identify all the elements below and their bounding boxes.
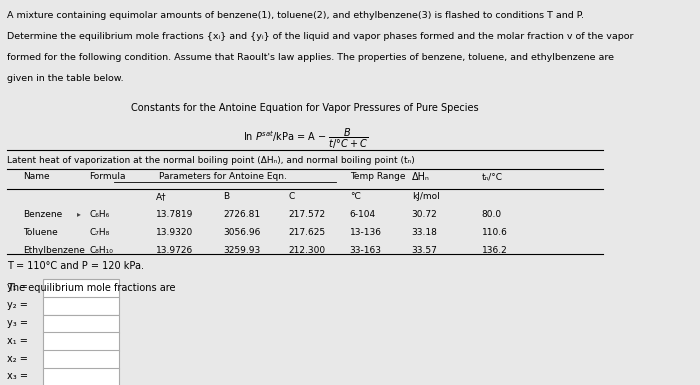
Text: 33.18: 33.18 (412, 228, 438, 237)
Text: x₂ =: x₂ = (8, 353, 28, 363)
Text: y₃ =: y₃ = (8, 318, 29, 328)
Text: 212.300: 212.300 (288, 246, 326, 255)
Text: 33-163: 33-163 (350, 246, 382, 255)
Text: y₂ =: y₂ = (8, 300, 28, 310)
Text: A mixture containing equimolar amounts of benzene(1), toluene(2), and ethylbenze: A mixture containing equimolar amounts o… (8, 11, 584, 20)
Text: Name: Name (22, 172, 49, 181)
FancyBboxPatch shape (43, 315, 119, 333)
Text: Formula: Formula (90, 172, 126, 181)
Text: x₁ =: x₁ = (8, 336, 28, 346)
Text: 13.9320: 13.9320 (156, 228, 194, 237)
Text: 30.72: 30.72 (412, 210, 438, 219)
FancyBboxPatch shape (43, 297, 119, 315)
Text: 136.2: 136.2 (482, 246, 508, 255)
FancyBboxPatch shape (43, 279, 119, 298)
Text: y₁ =: y₁ = (8, 283, 28, 293)
Text: kJ/mol: kJ/mol (412, 192, 440, 201)
Text: given in the table below.: given in the table below. (8, 74, 124, 83)
Text: formed for the following condition. Assume that Raoult's law applies. The proper: formed for the following condition. Assu… (8, 53, 615, 62)
Text: A†: A† (156, 192, 167, 201)
Text: 13.9726: 13.9726 (156, 246, 194, 255)
Text: Latent heat of vaporization at the normal boiling point (ΔHₙ), and normal boilin: Latent heat of vaporization at the norma… (8, 156, 415, 165)
Text: T = 110°C and P = 120 kPa.: T = 110°C and P = 120 kPa. (8, 261, 144, 271)
Text: C₆H₆: C₆H₆ (90, 210, 110, 219)
Text: °C: °C (350, 192, 360, 201)
Text: tₙ/°C: tₙ/°C (482, 172, 503, 181)
Text: C₇H₈: C₇H₈ (90, 228, 110, 237)
Text: 3056.96: 3056.96 (223, 228, 260, 237)
Text: B: B (223, 192, 230, 201)
Text: ▸: ▸ (78, 209, 81, 219)
Text: C: C (288, 192, 295, 201)
FancyBboxPatch shape (43, 350, 119, 369)
Text: In $P^{sat}$/kPa = A $-$ $\dfrac{B}{t/°C+C}$: In $P^{sat}$/kPa = A $-$ $\dfrac{B}{t/°C… (243, 127, 368, 151)
Text: Toluene: Toluene (22, 228, 57, 237)
Text: Ethylbenzene: Ethylbenzene (22, 246, 85, 255)
Text: ΔHₙ: ΔHₙ (412, 172, 430, 182)
Text: Determine the equilibrium mole fractions {xᵢ} and {yᵢ} of the liquid and vapor p: Determine the equilibrium mole fractions… (8, 32, 634, 41)
Text: 217.625: 217.625 (288, 228, 326, 237)
Text: 110.6: 110.6 (482, 228, 508, 237)
Text: The equilibrium mole fractions are: The equilibrium mole fractions are (8, 283, 176, 293)
Text: 13-136: 13-136 (350, 228, 382, 237)
Text: Temp Range: Temp Range (350, 172, 405, 181)
Text: 80.0: 80.0 (482, 210, 502, 219)
Text: 3259.93: 3259.93 (223, 246, 260, 255)
Text: 33.57: 33.57 (412, 246, 438, 255)
Text: Parameters for Antoine Eqn.: Parameters for Antoine Eqn. (160, 172, 287, 181)
Text: x₃ =: x₃ = (8, 372, 29, 382)
Text: 2726.81: 2726.81 (223, 210, 260, 219)
FancyBboxPatch shape (43, 333, 119, 351)
Text: Constants for the Antoine Equation for Vapor Pressures of Pure Species: Constants for the Antoine Equation for V… (132, 103, 479, 113)
Text: 13.7819: 13.7819 (156, 210, 194, 219)
Text: Benzene: Benzene (22, 210, 62, 219)
FancyBboxPatch shape (43, 368, 119, 385)
Text: C₈H₁₀: C₈H₁₀ (90, 246, 113, 255)
Text: 6-104: 6-104 (350, 210, 376, 219)
Text: 217.572: 217.572 (288, 210, 326, 219)
